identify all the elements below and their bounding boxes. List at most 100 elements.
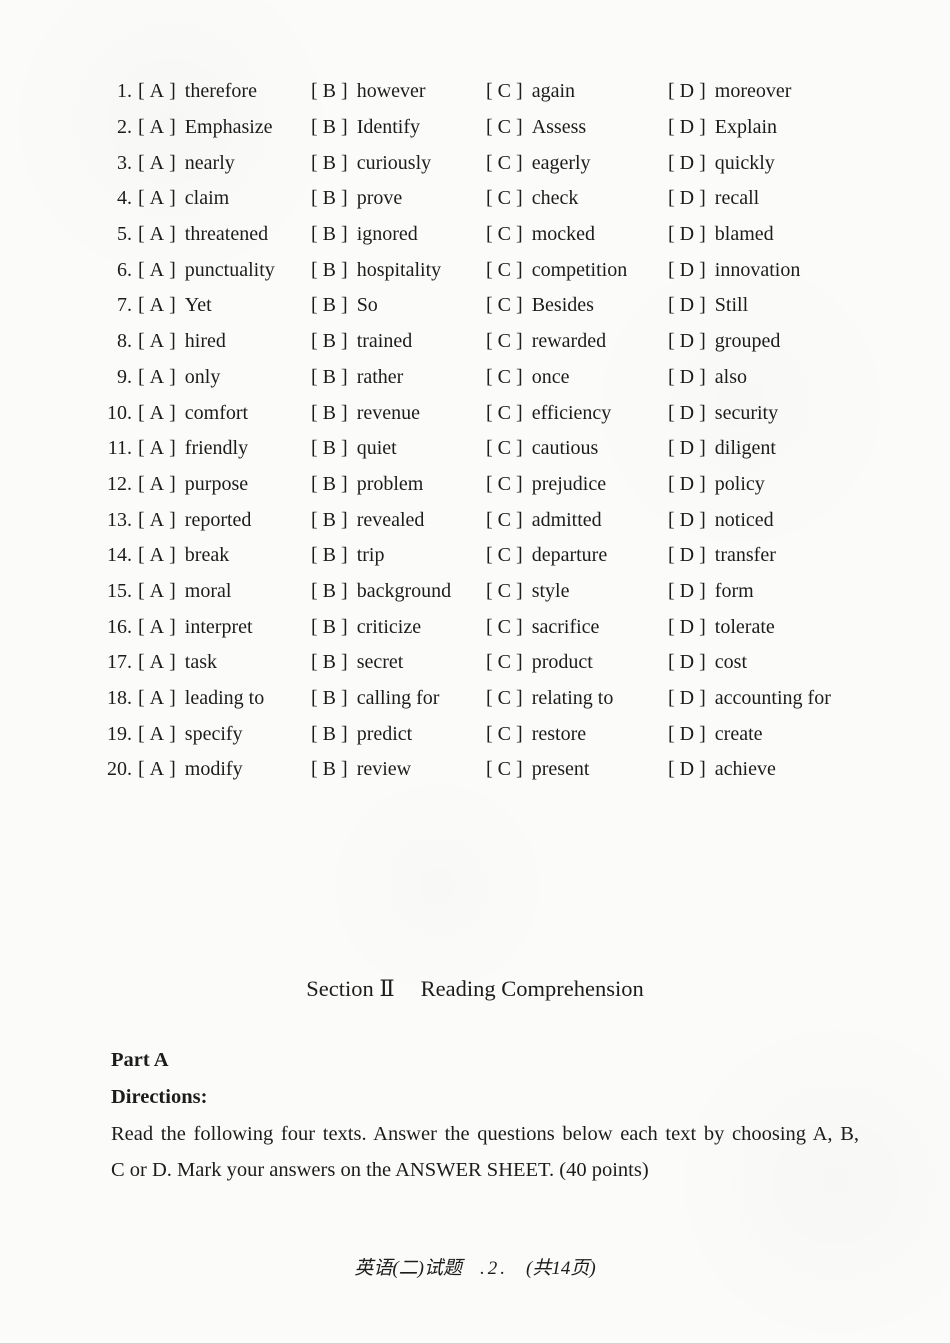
bracket-open: [ bbox=[486, 651, 493, 674]
question-row: 18. [A] leading to [B] calling for [C] rela… bbox=[100, 681, 920, 717]
option-letter: A bbox=[149, 758, 165, 781]
option-letter: D bbox=[679, 579, 695, 602]
option-letter: A bbox=[149, 615, 165, 638]
option-letter: A bbox=[149, 687, 165, 710]
bracket-close: ] bbox=[169, 401, 176, 424]
option-text: break bbox=[184, 544, 230, 567]
bracket-open: [ bbox=[668, 437, 675, 460]
option-letter: D bbox=[679, 187, 695, 210]
bracket-open: [ bbox=[138, 508, 145, 531]
option-letter: C bbox=[497, 437, 512, 460]
option-text: therefore bbox=[184, 80, 257, 103]
option-a: [A] hired bbox=[138, 330, 311, 353]
option-letter: C bbox=[497, 544, 512, 567]
option-letter: D bbox=[679, 151, 695, 174]
option-letter: C bbox=[497, 401, 512, 424]
question-row: 10. [A] comfort [B] revenue [C] efficiency … bbox=[100, 395, 920, 431]
bracket-open: [ bbox=[668, 258, 675, 281]
bracket-close: ] bbox=[516, 223, 523, 246]
option-letter: B bbox=[322, 722, 337, 745]
question-number: 16. bbox=[107, 615, 132, 638]
bracket-open: [ bbox=[311, 223, 318, 246]
option-letter: B bbox=[322, 615, 337, 638]
option-letter: A bbox=[149, 187, 165, 210]
option-letter: C bbox=[497, 508, 512, 531]
bracket-close: ] bbox=[341, 651, 348, 674]
question-row: 8. [A] hired [B] trained [C] rewarded [D] gr… bbox=[100, 324, 920, 360]
question-number: 4. bbox=[117, 187, 132, 210]
option-letter: C bbox=[497, 258, 512, 281]
bracket-close: ] bbox=[699, 80, 706, 103]
bracket-open: [ bbox=[668, 330, 675, 353]
bracket-close: ] bbox=[699, 687, 706, 710]
question-row: 4. [A] claim [B] prove [C] check [D] recall bbox=[100, 181, 920, 217]
option-text: cost bbox=[714, 651, 748, 674]
bracket-close: ] bbox=[341, 401, 348, 424]
option-letter: B bbox=[322, 472, 337, 495]
option-text: quiet bbox=[356, 437, 397, 460]
option-d: [D] Explain bbox=[668, 116, 920, 139]
option-letter: C bbox=[497, 651, 512, 674]
question-row: 15. [A] moral [B] background [C] style [D] f… bbox=[100, 574, 920, 610]
option-c: [C] style bbox=[486, 580, 668, 603]
bracket-close: ] bbox=[516, 330, 523, 353]
option-text: So bbox=[356, 294, 378, 317]
option-c: [C] restore bbox=[486, 723, 668, 746]
option-c: [C] product bbox=[486, 651, 668, 674]
bracket-close: ] bbox=[516, 544, 523, 567]
bracket-close: ] bbox=[516, 651, 523, 674]
option-d: [D] quickly bbox=[668, 152, 920, 175]
question-row: 19. [A] specify [B] predict [C] restore [D]… bbox=[100, 716, 920, 752]
bracket-close: ] bbox=[169, 330, 176, 353]
bracket-open: [ bbox=[486, 758, 493, 781]
option-b: [B] background bbox=[311, 580, 486, 603]
question-number: 10. bbox=[107, 401, 132, 424]
option-text: security bbox=[714, 401, 779, 424]
option-text: criticize bbox=[356, 615, 422, 638]
option-text: Explain bbox=[714, 116, 778, 139]
bracket-close: ] bbox=[699, 151, 706, 174]
bracket-close: ] bbox=[341, 294, 348, 317]
section-title: Reading Comprehension bbox=[420, 976, 644, 1001]
bracket-open: [ bbox=[486, 615, 493, 638]
option-letter: B bbox=[322, 687, 337, 710]
option-d: [D] noticed bbox=[668, 509, 920, 532]
bracket-open: [ bbox=[138, 579, 145, 602]
bracket-open: [ bbox=[138, 365, 145, 388]
option-letter: D bbox=[679, 401, 695, 424]
bracket-open: [ bbox=[138, 401, 145, 424]
option-letter: A bbox=[149, 651, 165, 674]
option-text: hired bbox=[184, 330, 226, 353]
bracket-open: [ bbox=[668, 294, 675, 317]
option-c: [C] admitted bbox=[486, 509, 668, 532]
option-letter: D bbox=[679, 544, 695, 567]
bracket-close: ] bbox=[169, 187, 176, 210]
question-row: 2. [A] Emphasize [B] Identify [C] Assess [D… bbox=[100, 110, 920, 146]
option-text: again bbox=[531, 80, 575, 103]
option-text: review bbox=[356, 758, 412, 781]
bracket-close: ] bbox=[699, 508, 706, 531]
question-row: 6. [A] punctuality [B] hospitality [C] comp… bbox=[100, 252, 920, 288]
option-text: moreover bbox=[714, 80, 792, 103]
option-d: [D] also bbox=[668, 366, 920, 389]
option-letter: C bbox=[497, 472, 512, 495]
question-number: 15. bbox=[107, 579, 132, 602]
option-letter: A bbox=[149, 116, 165, 139]
option-text: present bbox=[531, 758, 590, 781]
bracket-close: ] bbox=[516, 579, 523, 602]
bracket-close: ] bbox=[341, 365, 348, 388]
question-row: 1. [A] therefore [B] however [C] again [D] m… bbox=[100, 74, 920, 110]
bracket-close: ] bbox=[341, 258, 348, 281]
bracket-open: [ bbox=[486, 579, 493, 602]
bracket-close: ] bbox=[341, 437, 348, 460]
option-letter: D bbox=[679, 472, 695, 495]
bracket-close: ] bbox=[341, 223, 348, 246]
option-letter: D bbox=[679, 437, 695, 460]
question-number: 19. bbox=[107, 722, 132, 745]
bracket-open: [ bbox=[138, 615, 145, 638]
option-letter: A bbox=[149, 437, 165, 460]
option-b: [B] however bbox=[311, 80, 486, 103]
option-text: specify bbox=[184, 722, 243, 745]
bracket-close: ] bbox=[516, 401, 523, 424]
option-text: innovation bbox=[714, 258, 801, 281]
